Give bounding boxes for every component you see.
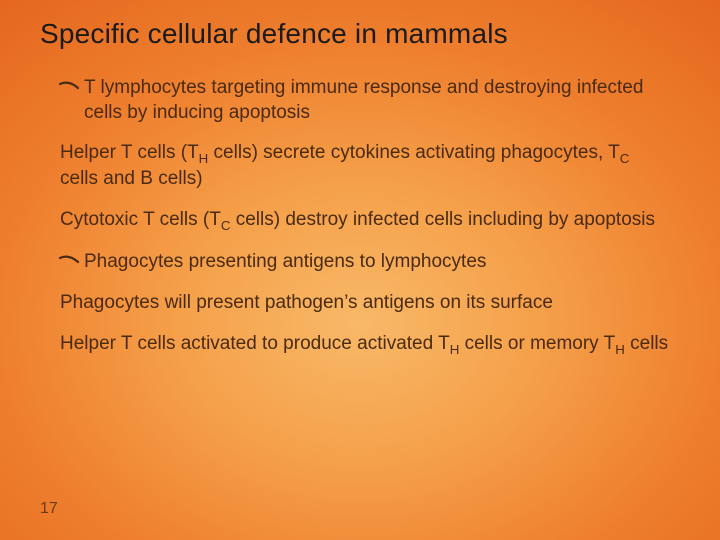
swoosh-icon bbox=[58, 252, 80, 270]
paragraph-3: Phagocytes will present pathogen’s antig… bbox=[60, 291, 670, 316]
paragraph-4: Helper T cells activated to produce acti… bbox=[60, 332, 670, 358]
swoosh-icon bbox=[58, 78, 80, 96]
paragraph-1: Helper T cells (TH cells) secrete cytoki… bbox=[60, 141, 670, 192]
slide: Specific cellular defence in mammals T l… bbox=[0, 0, 720, 540]
bullet-2-text: Phagocytes presenting antigens to lympho… bbox=[84, 251, 486, 272]
paragraph-2: Cytotoxic T cells (TC cells) destroy inf… bbox=[60, 208, 670, 234]
page-number: 17 bbox=[40, 500, 58, 518]
bullet-item-1: T lymphocytes targeting immune response … bbox=[60, 76, 670, 125]
slide-title: Specific cellular defence in mammals bbox=[40, 18, 680, 50]
slide-body: T lymphocytes targeting immune response … bbox=[40, 76, 680, 358]
bullet-1-text: T lymphocytes targeting immune response … bbox=[84, 77, 643, 123]
bullet-item-2: Phagocytes presenting antigens to lympho… bbox=[60, 250, 670, 275]
